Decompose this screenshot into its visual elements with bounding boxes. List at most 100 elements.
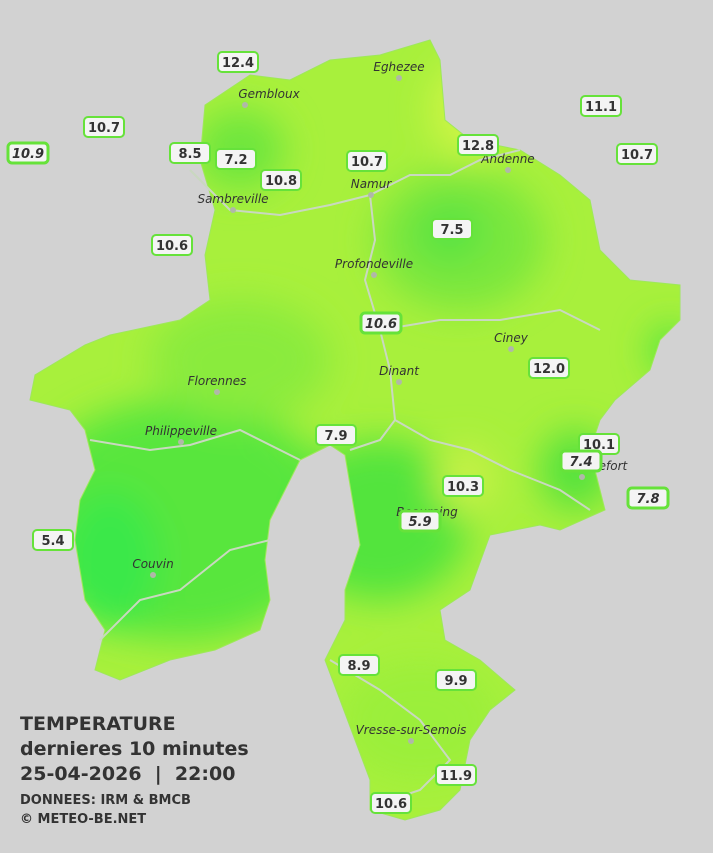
legend-datetime: 25-04-2026 | 22:00: [20, 763, 235, 785]
station-box: [559, 449, 603, 473]
station-value: 10.3: [447, 480, 479, 495]
stations: 12.4 10.7 10.9 8.5 7.2 10.8 10.7 12.8 11.1 10.7 7.…: [6, 51, 670, 814]
station-box: [528, 357, 570, 379]
city-label: Vresse-sur-Semois: [356, 723, 467, 737]
station-value: 11.9: [440, 769, 472, 784]
station-value: 7.4: [569, 455, 592, 470]
station: 10.7: [83, 116, 125, 138]
station-box: [431, 218, 473, 240]
station: 8.9: [338, 654, 380, 676]
station-value: 10.8: [265, 174, 297, 189]
station: 12.4: [217, 51, 259, 73]
station-value: 12.8: [462, 139, 494, 154]
station: 10.9: [6, 141, 50, 165]
station: 10.6: [359, 311, 403, 335]
river: [379, 308, 601, 331]
station-box: [346, 150, 388, 172]
station-box: [83, 116, 125, 138]
river: [89, 428, 301, 461]
station-box: [370, 792, 412, 814]
station-value: 5.9: [408, 515, 431, 530]
station-value: 10.6: [375, 797, 407, 812]
station: 5.9: [398, 509, 442, 533]
station-value: 11.1: [585, 100, 617, 115]
legend-subtitle: dernieres 10 minutes: [20, 738, 249, 760]
station-value: 10.1: [583, 438, 615, 453]
station-box: [457, 134, 499, 156]
city-label: Florennes: [188, 374, 247, 388]
station-value: 7.2: [224, 153, 247, 168]
city-label: Eghezee: [373, 60, 424, 74]
station: 7.4: [559, 449, 603, 473]
city-dot: [242, 102, 248, 108]
station-box: [260, 169, 302, 191]
station-box: [6, 141, 50, 165]
station: 10.8: [260, 169, 302, 191]
station: 11.9: [435, 764, 477, 786]
city-label: Philippeville: [145, 424, 217, 438]
station-value: 10.9: [12, 147, 44, 162]
legend-copyright: © METEO-BE.NET: [20, 812, 146, 827]
city-dot: [396, 379, 402, 385]
station: 11.1: [580, 95, 622, 117]
city-dot: [178, 439, 184, 445]
station-value: 7.5: [440, 223, 463, 238]
city-dot: [371, 272, 377, 278]
station: 5.4: [32, 529, 74, 551]
station: 10.7: [346, 150, 388, 172]
city-label: Sambreville: [197, 192, 268, 206]
station-value: 10.6: [365, 317, 397, 332]
station-value: 8.9: [347, 659, 370, 674]
legend: TEMPERATURE dernieres 10 minutes 25-04-2…: [20, 713, 249, 827]
station-box: [217, 51, 259, 73]
city-dot: [230, 207, 236, 213]
station-box: [616, 143, 658, 165]
city-label: Ciney: [494, 331, 529, 345]
station-box: [215, 148, 257, 170]
station: 7.2: [215, 148, 257, 170]
city-dot: [214, 389, 220, 395]
city-dot: [508, 346, 514, 352]
station-box: [435, 764, 477, 786]
city-dot: [368, 192, 374, 198]
station-value: 7.9: [324, 429, 347, 444]
station: 10.3: [442, 475, 484, 497]
city-label: Dinant: [379, 364, 420, 378]
station-value: 5.4: [41, 534, 64, 549]
city-label: Namur: [351, 177, 393, 191]
station-box: [338, 654, 380, 676]
station-box: [32, 529, 74, 551]
station: 10.6: [370, 792, 412, 814]
station-value: 10.7: [621, 148, 653, 163]
station-value: 9.9: [444, 674, 467, 689]
city-label: Couvin: [132, 557, 173, 571]
station: 12.8: [457, 134, 499, 156]
legend-title: TEMPERATURE: [20, 713, 176, 735]
station-box: [580, 95, 622, 117]
station-value: 10.7: [88, 121, 120, 136]
station: 12.0: [528, 357, 570, 379]
city-dot: [408, 738, 414, 744]
station-value: 7.8: [636, 492, 659, 507]
station-box: [169, 142, 211, 164]
station-box: [151, 234, 193, 256]
city-label: Gembloux: [238, 87, 300, 101]
station-value: 12.0: [533, 362, 565, 377]
river: [99, 539, 271, 641]
station: 7.8: [626, 486, 670, 510]
station-box: [398, 509, 442, 533]
station-box: [435, 669, 477, 691]
city-dot: [505, 167, 511, 173]
station-value: 8.5: [178, 147, 201, 162]
station-box: [442, 475, 484, 497]
city-dot: [150, 572, 156, 578]
station: 8.5: [169, 142, 211, 164]
river: [394, 419, 591, 511]
station-value: 10.7: [351, 155, 383, 170]
station: 7.5: [431, 218, 473, 240]
river: [349, 194, 397, 451]
station: 10.6: [151, 234, 193, 256]
station-box: [359, 311, 403, 335]
station-value: 12.4: [222, 56, 254, 71]
